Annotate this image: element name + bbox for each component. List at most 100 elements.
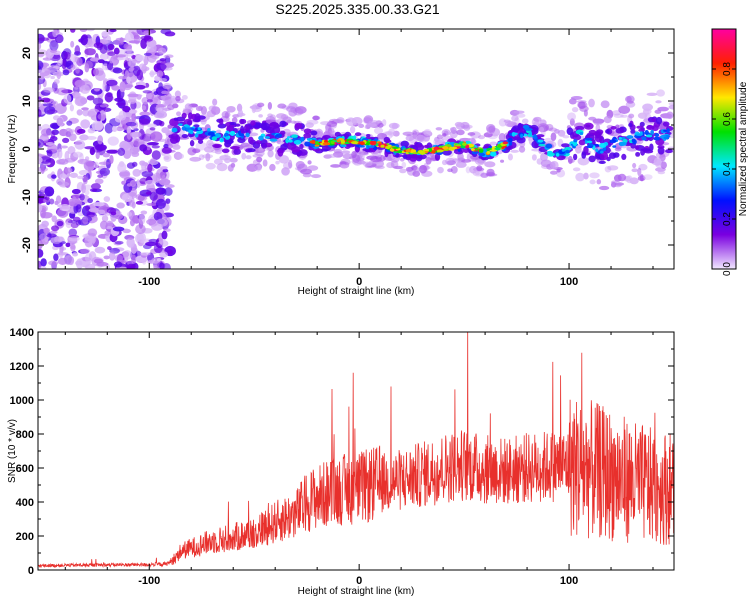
spectrogram-blob	[193, 124, 200, 128]
spectrogram-blob	[129, 146, 140, 155]
spectrogram-blob	[229, 130, 236, 136]
spectrogram-blob	[153, 211, 163, 221]
spectrogram-blob	[462, 142, 467, 146]
spectrogram-blob	[258, 135, 264, 141]
spectrogram-blob	[118, 110, 127, 121]
spectrogram-blob	[181, 126, 187, 131]
spectrogram-blob	[89, 57, 100, 62]
spectrogram-blob	[359, 141, 365, 146]
spectrogram-blob	[153, 264, 158, 269]
spectrogram-blob	[513, 110, 525, 114]
spectrogram-blob	[156, 257, 162, 262]
spectrogram-blob	[666, 111, 674, 120]
spectrogram-blob	[70, 243, 76, 252]
spectrogram-blob	[310, 130, 318, 136]
spectrogram-blob	[92, 97, 104, 106]
spectrogram-blob	[369, 140, 377, 146]
spectrogram-blob	[536, 134, 545, 138]
spectrogram-blob	[59, 204, 71, 212]
spectrogram-y-tick-label: 10	[21, 95, 33, 107]
spectrogram-blob	[631, 138, 636, 143]
spectrogram-blob	[605, 129, 610, 134]
spectrogram-blob	[224, 136, 230, 140]
spectrogram-blob	[340, 158, 351, 166]
spectrogram-blob	[418, 164, 427, 174]
spectrogram-blob	[522, 124, 530, 129]
spectrogram-blob	[138, 63, 147, 70]
spectrogram-blob	[211, 105, 217, 115]
spectrogram-blob	[339, 143, 346, 148]
spectrogram-blob	[378, 142, 382, 145]
spectrogram-blob	[585, 124, 591, 128]
spectrogram-blob	[87, 228, 98, 237]
spectrogram-blob	[343, 133, 350, 137]
spectrogram-blob	[198, 105, 204, 111]
spectrogram-blob	[84, 48, 96, 56]
spectrogram-blob	[581, 151, 587, 159]
spectrogram-blob	[127, 211, 133, 217]
spectrogram-blob	[74, 45, 81, 56]
spectrogram-blob	[437, 166, 444, 174]
spectrogram-blob	[314, 141, 319, 145]
spectrogram-blob	[314, 144, 320, 147]
spectrogram-blob	[85, 136, 97, 141]
spectrogram-blob	[141, 105, 147, 111]
spectrogram-blob	[521, 118, 529, 124]
spectrogram-blob	[586, 145, 594, 148]
spectrogram-blob	[306, 138, 311, 141]
spectrogram-blob	[627, 100, 634, 104]
spectrogram-blob	[598, 160, 606, 165]
spectrogram-blob	[55, 195, 62, 204]
spectrogram-blob	[129, 219, 135, 227]
spectrogram-blob	[452, 146, 457, 150]
spectrogram-blob	[130, 131, 142, 138]
spectrogram-blob	[87, 197, 94, 204]
spectrogram-blob	[360, 152, 365, 161]
spectrogram-blob	[40, 258, 47, 267]
spectrogram-blob	[171, 127, 178, 133]
spectrogram-blob	[155, 172, 160, 184]
spectrogram-blob	[52, 29, 58, 38]
spectrogram-blob	[619, 141, 627, 146]
spectrogram-blob	[650, 129, 654, 135]
spectrogram-blob	[420, 130, 433, 138]
spectrogram-blob	[76, 109, 83, 116]
spectrogram-blob	[588, 155, 596, 163]
spectrogram-blob	[262, 159, 268, 167]
spectrogram-blob	[44, 186, 55, 197]
spectrogram-blob	[159, 251, 168, 258]
spectrogram-blob	[88, 208, 100, 213]
spectrogram-blob	[656, 89, 665, 97]
spectrogram-blob	[162, 83, 172, 90]
spectrogram-blob	[38, 108, 42, 118]
spectrogram-blob	[122, 105, 131, 113]
spectrogram-blob	[40, 211, 53, 219]
spectrogram-blob	[197, 139, 204, 144]
spectrogram-blob	[573, 153, 578, 161]
spectrogram-blob	[577, 156, 590, 166]
spectrogram-blob	[80, 248, 91, 254]
spectrogram-blob	[663, 136, 670, 140]
spectrogram-blob	[385, 145, 391, 150]
spectrogram-blob	[595, 148, 599, 153]
spectrogram-blob	[642, 174, 653, 180]
spectrogram-blob	[206, 110, 216, 118]
spectrogram-blob	[657, 170, 666, 175]
spectrogram-blob	[635, 145, 640, 150]
spectrogram-blob	[604, 165, 612, 173]
spectrogram-blob	[340, 139, 346, 144]
spectrogram-blob	[589, 179, 596, 185]
spectrogram-blob	[38, 125, 42, 131]
snr-x-tick-label: 0	[356, 575, 362, 587]
spectrogram-blob	[366, 144, 370, 150]
spectrogram-blob	[86, 95, 95, 101]
spectrogram-blob	[161, 90, 169, 95]
spectrogram-blob	[99, 220, 108, 230]
spectrogram-blob	[340, 164, 347, 168]
spectrogram-blob	[150, 131, 163, 142]
colorbar-tick-label: 0.8	[722, 62, 733, 76]
spectrogram-blob	[434, 136, 440, 142]
spectrogram-blob	[330, 140, 335, 144]
spectrogram-blob	[603, 115, 612, 124]
